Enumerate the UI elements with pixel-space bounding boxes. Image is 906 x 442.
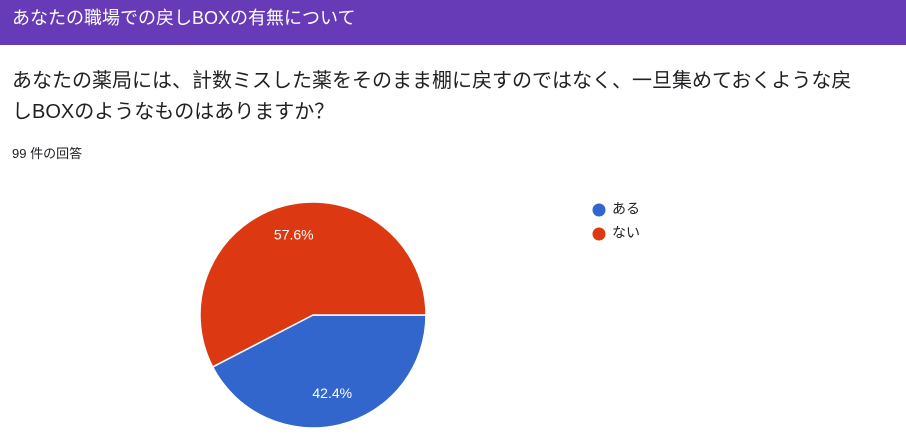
slice-label: 57.6%: [274, 227, 314, 243]
legend-marker: [592, 203, 606, 217]
slice-label: 42.4%: [312, 385, 352, 401]
legend-label: ある: [612, 201, 640, 217]
pie-slice: [211, 314, 427, 429]
legend-marker: [592, 227, 606, 241]
response-count: 99 件の回答: [12, 146, 83, 161]
pie-slice: [199, 201, 427, 368]
legend-label: ない: [612, 225, 640, 241]
form-title: あなたの職場での戻しBOXの有無について: [0, 0, 906, 45]
chart-title: あなたの薬局には、計数ミスした薬をそのまま棚に戻すのではなく、一旦集めておくよう…: [12, 70, 852, 123]
